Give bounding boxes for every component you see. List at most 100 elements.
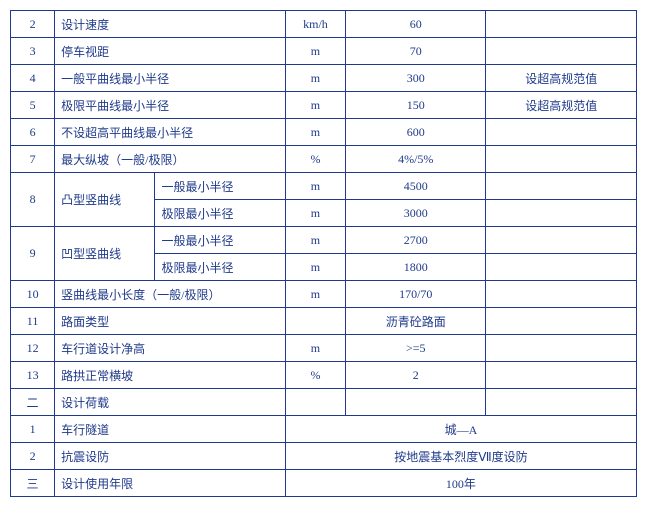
cell-idx: 1 bbox=[11, 416, 55, 443]
cell-note bbox=[486, 119, 637, 146]
cell-idx: 7 bbox=[11, 146, 55, 173]
cell-name: 车行隧道 bbox=[55, 416, 286, 443]
cell-idx: 三 bbox=[11, 470, 55, 497]
table-row: 8 凸型竖曲线 一般最小半径 m 4500 bbox=[11, 173, 637, 200]
cell-unit: m bbox=[285, 200, 345, 227]
cell-idx: 9 bbox=[11, 227, 55, 281]
cell-note bbox=[486, 254, 637, 281]
table-row: 6 不设超高平曲线最小半径 m 600 bbox=[11, 119, 637, 146]
cell-note bbox=[486, 227, 637, 254]
cell-sub: 一般最小半径 bbox=[155, 173, 285, 200]
cell-idx: 8 bbox=[11, 173, 55, 227]
cell-val: 170/70 bbox=[346, 281, 486, 308]
cell-sub: 一般最小半径 bbox=[155, 227, 285, 254]
table-row: 4 一般平曲线最小半径 m 300 设超高规范值 bbox=[11, 65, 637, 92]
cell-note bbox=[486, 308, 637, 335]
cell-name: 抗震设防 bbox=[55, 443, 286, 470]
cell-idx: 4 bbox=[11, 65, 55, 92]
cell-name: 设计速度 bbox=[55, 11, 286, 38]
cell-sub: 极限最小半径 bbox=[155, 254, 285, 281]
cell-val: 60 bbox=[346, 11, 486, 38]
table-row: 5 极限平曲线最小半径 m 150 设超高规范值 bbox=[11, 92, 637, 119]
cell-note bbox=[486, 362, 637, 389]
cell-val: >=5 bbox=[346, 335, 486, 362]
cell-val: 1800 bbox=[346, 254, 486, 281]
cell-unit: m bbox=[285, 254, 345, 281]
cell-val: 城—A bbox=[285, 416, 636, 443]
cell-name: 凸型竖曲线 bbox=[55, 173, 155, 227]
cell-note bbox=[486, 11, 637, 38]
cell-idx: 2 bbox=[11, 443, 55, 470]
cell-val bbox=[346, 389, 486, 416]
cell-note bbox=[486, 200, 637, 227]
table-row: 2 抗震设防 按地震基本烈度Ⅶ度设防 bbox=[11, 443, 637, 470]
cell-unit: m bbox=[285, 227, 345, 254]
cell-note bbox=[486, 146, 637, 173]
table-row: 11 路面类型 沥青砼路面 bbox=[11, 308, 637, 335]
cell-unit: m bbox=[285, 65, 345, 92]
cell-unit: m bbox=[285, 335, 345, 362]
cell-idx: 12 bbox=[11, 335, 55, 362]
cell-val: 70 bbox=[346, 38, 486, 65]
cell-name: 极限平曲线最小半径 bbox=[55, 92, 286, 119]
cell-note: 设超高规范值 bbox=[486, 65, 637, 92]
cell-idx: 6 bbox=[11, 119, 55, 146]
cell-unit: m bbox=[285, 281, 345, 308]
cell-val: 150 bbox=[346, 92, 486, 119]
cell-idx: 13 bbox=[11, 362, 55, 389]
cell-val: 2700 bbox=[346, 227, 486, 254]
cell-name: 竖曲线最小长度（一般/极限） bbox=[55, 281, 286, 308]
cell-val: 按地震基本烈度Ⅶ度设防 bbox=[285, 443, 636, 470]
table-row: 10 竖曲线最小长度（一般/极限） m 170/70 bbox=[11, 281, 637, 308]
cell-name: 设计荷载 bbox=[55, 389, 286, 416]
table-row: 12 车行道设计净高 m >=5 bbox=[11, 335, 637, 362]
table-row: 7 最大纵坡（一般/极限） % 4%/5% bbox=[11, 146, 637, 173]
cell-name: 路面类型 bbox=[55, 308, 286, 335]
cell-name: 设计使用年限 bbox=[55, 470, 286, 497]
cell-note bbox=[486, 389, 637, 416]
cell-val: 600 bbox=[346, 119, 486, 146]
cell-unit: m bbox=[285, 173, 345, 200]
cell-sub: 极限最小半径 bbox=[155, 200, 285, 227]
cell-idx: 10 bbox=[11, 281, 55, 308]
cell-idx: 2 bbox=[11, 11, 55, 38]
spec-table: 2 设计速度 km/h 60 3 停车视距 m 70 4 一般平曲线最小半径 m… bbox=[10, 10, 637, 497]
cell-unit: % bbox=[285, 362, 345, 389]
cell-val: 4%/5% bbox=[346, 146, 486, 173]
cell-unit: m bbox=[285, 38, 345, 65]
cell-note bbox=[486, 173, 637, 200]
cell-note bbox=[486, 281, 637, 308]
cell-unit bbox=[285, 389, 345, 416]
table-row: 2 设计速度 km/h 60 bbox=[11, 11, 637, 38]
cell-name: 不设超高平曲线最小半径 bbox=[55, 119, 286, 146]
cell-idx: 11 bbox=[11, 308, 55, 335]
cell-val: 300 bbox=[346, 65, 486, 92]
cell-idx: 5 bbox=[11, 92, 55, 119]
table-row: 9 凹型竖曲线 一般最小半径 m 2700 bbox=[11, 227, 637, 254]
cell-name: 停车视距 bbox=[55, 38, 286, 65]
cell-name: 一般平曲线最小半径 bbox=[55, 65, 286, 92]
cell-unit bbox=[285, 308, 345, 335]
table-row: 13 路拱正常横坡 % 2 bbox=[11, 362, 637, 389]
table-row: 三 设计使用年限 100年 bbox=[11, 470, 637, 497]
cell-note: 设超高规范值 bbox=[486, 92, 637, 119]
cell-name: 车行道设计净高 bbox=[55, 335, 286, 362]
cell-idx: 3 bbox=[11, 38, 55, 65]
cell-unit: m bbox=[285, 92, 345, 119]
cell-val: 沥青砼路面 bbox=[346, 308, 486, 335]
cell-val: 100年 bbox=[285, 470, 636, 497]
cell-unit: m bbox=[285, 119, 345, 146]
cell-note bbox=[486, 335, 637, 362]
table-row: 二 设计荷载 bbox=[11, 389, 637, 416]
cell-idx: 二 bbox=[11, 389, 55, 416]
cell-name: 路拱正常横坡 bbox=[55, 362, 286, 389]
table-row: 3 停车视距 m 70 bbox=[11, 38, 637, 65]
cell-val: 2 bbox=[346, 362, 486, 389]
cell-val: 3000 bbox=[346, 200, 486, 227]
cell-note bbox=[486, 38, 637, 65]
table-row: 1 车行隧道 城—A bbox=[11, 416, 637, 443]
cell-unit: % bbox=[285, 146, 345, 173]
cell-unit: km/h bbox=[285, 11, 345, 38]
cell-name: 最大纵坡（一般/极限） bbox=[55, 146, 286, 173]
cell-name: 凹型竖曲线 bbox=[55, 227, 155, 281]
